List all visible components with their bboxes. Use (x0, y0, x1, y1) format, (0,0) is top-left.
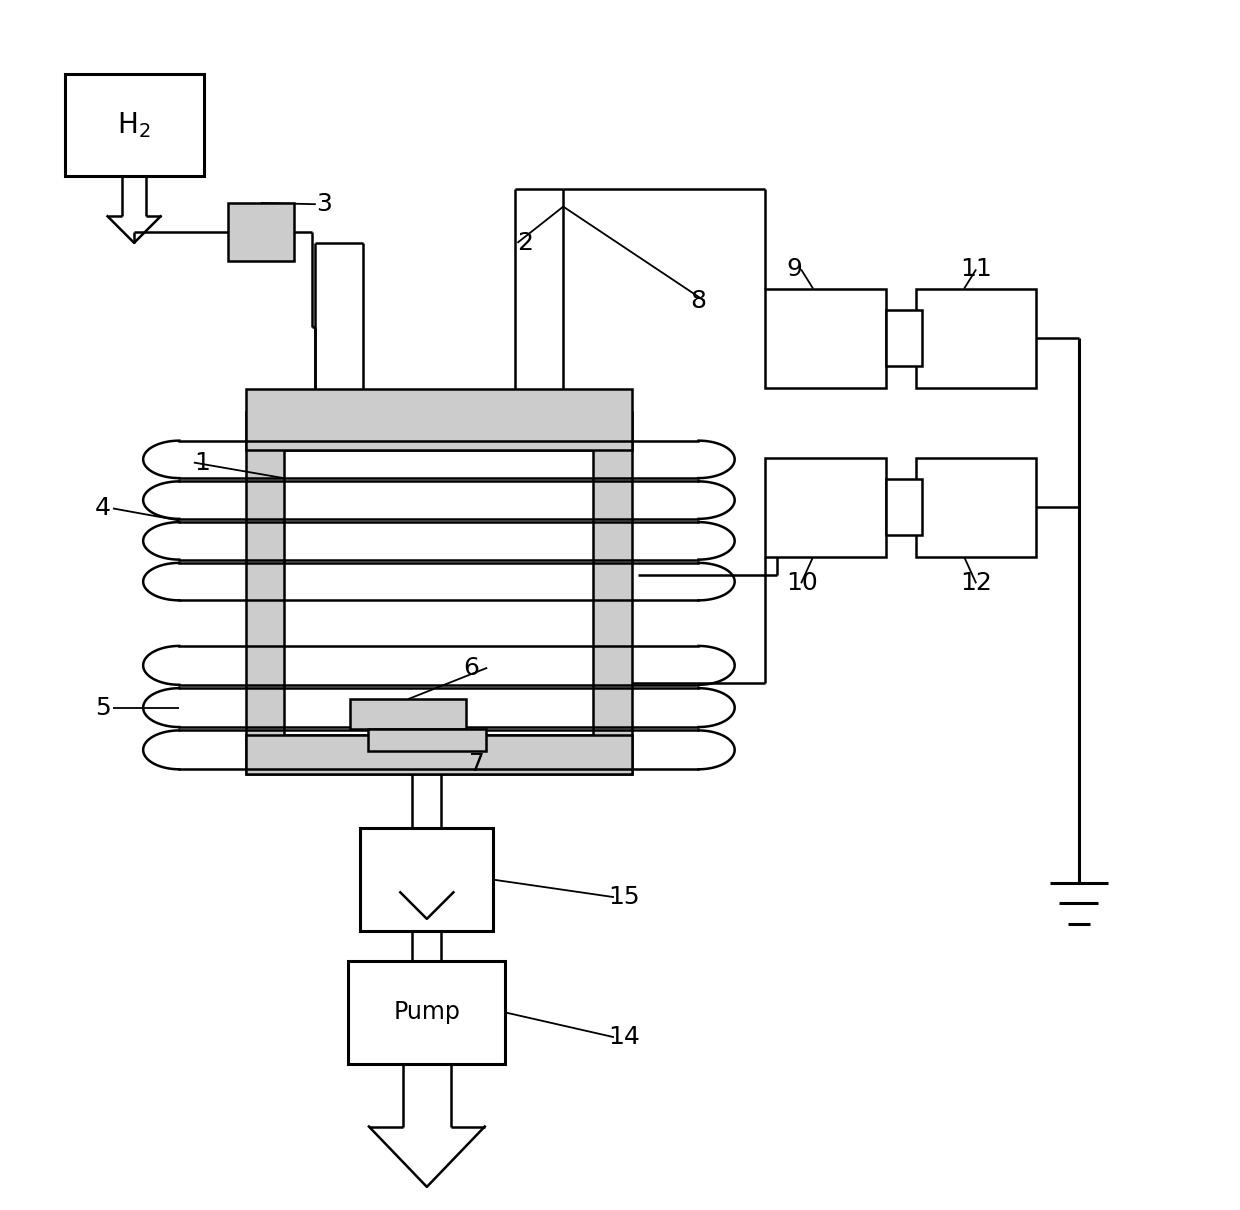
Text: 8: 8 (689, 289, 706, 312)
Bar (368, 730, 486, 751)
Bar (246, 388, 632, 450)
Text: 6: 6 (463, 656, 479, 680)
Bar (361, 829, 494, 930)
Bar (348, 961, 506, 1064)
Text: 1: 1 (193, 450, 210, 474)
Text: 12: 12 (961, 571, 992, 595)
Text: 10: 10 (786, 571, 818, 595)
Bar (765, 457, 885, 557)
Bar (228, 203, 294, 261)
Bar (350, 699, 466, 730)
Bar (916, 289, 1037, 387)
Bar (916, 457, 1037, 557)
Bar (246, 736, 632, 774)
Bar (284, 450, 594, 736)
Bar (64, 74, 203, 177)
Text: 11: 11 (961, 258, 992, 282)
Text: 4: 4 (94, 496, 110, 520)
Text: 7: 7 (469, 753, 485, 777)
Text: 5: 5 (94, 696, 110, 720)
Text: 9: 9 (786, 258, 802, 282)
Text: Pump: Pump (393, 1001, 460, 1025)
Text: 15: 15 (608, 886, 640, 909)
Bar (885, 311, 921, 365)
Bar (765, 289, 885, 387)
Text: 14: 14 (608, 1025, 640, 1049)
Text: H$_2$: H$_2$ (118, 110, 151, 140)
Text: 3: 3 (316, 192, 331, 217)
Bar (393, 730, 463, 736)
Text: 2: 2 (517, 231, 533, 255)
Bar (246, 411, 632, 774)
Bar (885, 479, 921, 535)
